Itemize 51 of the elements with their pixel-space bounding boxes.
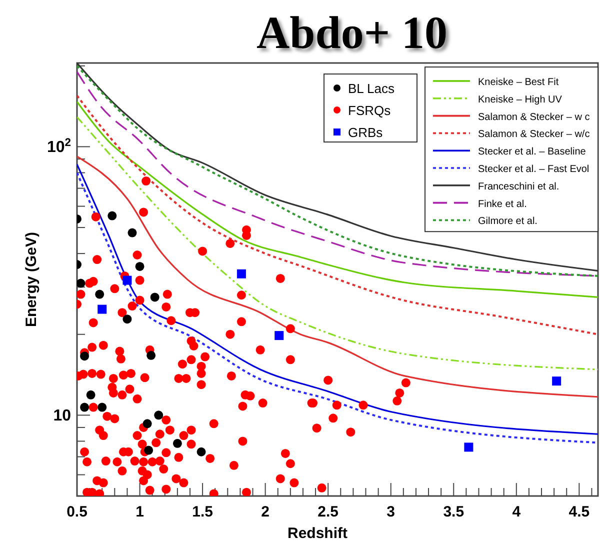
point bbox=[172, 438, 182, 448]
x-tick-label: 1.5 bbox=[192, 504, 213, 521]
legend-label: Stecker et al. – Baseline bbox=[478, 146, 586, 158]
legend-label: Salamon & Stecker – w/c bbox=[478, 129, 590, 140]
point bbox=[236, 269, 246, 278]
legend-label: BL Lacs bbox=[348, 81, 395, 96]
point bbox=[122, 314, 132, 324]
point bbox=[150, 292, 160, 302]
y-axis-title: Energy (GeV) bbox=[23, 232, 40, 328]
point bbox=[108, 211, 117, 220]
legend-label: Gilmore et al. bbox=[478, 216, 538, 228]
point bbox=[80, 352, 90, 361]
line-series bbox=[77, 94, 598, 336]
legend-label: Finke et al. bbox=[478, 198, 527, 210]
x-tick-label: 4 bbox=[512, 504, 522, 521]
point bbox=[77, 278, 86, 288]
chart-title: Abdo+ 10 bbox=[256, 7, 448, 58]
point bbox=[98, 402, 107, 412]
point bbox=[552, 376, 562, 386]
point bbox=[86, 390, 96, 400]
x-tick-label: 3.5 bbox=[443, 504, 464, 521]
point bbox=[146, 350, 156, 360]
x-tick-label: 4.5 bbox=[568, 504, 590, 521]
x-tick-label: 3 bbox=[386, 504, 396, 521]
point bbox=[95, 290, 104, 299]
point bbox=[80, 402, 90, 412]
legend-label: Stecker et al. – Fast Evol bbox=[478, 164, 590, 175]
point bbox=[154, 410, 164, 420]
legend-label: Franceschini et al. bbox=[478, 181, 560, 192]
x-tick-label: 2 bbox=[261, 504, 270, 521]
x-axis-title: Redshift bbox=[288, 525, 348, 542]
point bbox=[274, 331, 284, 340]
x-tick-label: 1 bbox=[136, 504, 144, 521]
point bbox=[144, 446, 154, 455]
point bbox=[464, 442, 474, 452]
point bbox=[142, 419, 152, 428]
y-tick-label: 10$^{2}$ bbox=[46, 136, 71, 156]
legend-label: Kneiske – High UV bbox=[478, 94, 562, 106]
point bbox=[196, 447, 206, 456]
line-series bbox=[77, 156, 598, 398]
point bbox=[128, 228, 137, 238]
point bbox=[122, 276, 132, 285]
y-tick-label: 10 bbox=[53, 407, 72, 424]
x-tick-label: 2.5 bbox=[318, 504, 339, 521]
point bbox=[135, 262, 144, 271]
point bbox=[98, 304, 107, 314]
legend-label: GRBs bbox=[348, 125, 384, 140]
legend-label: Kneiske – Best Fit bbox=[478, 77, 559, 88]
legend-label: Salamon & Stecker – w c bbox=[478, 112, 590, 123]
x-tick-label: 0.5 bbox=[66, 504, 88, 521]
legend-label: FSRQs bbox=[348, 103, 392, 118]
